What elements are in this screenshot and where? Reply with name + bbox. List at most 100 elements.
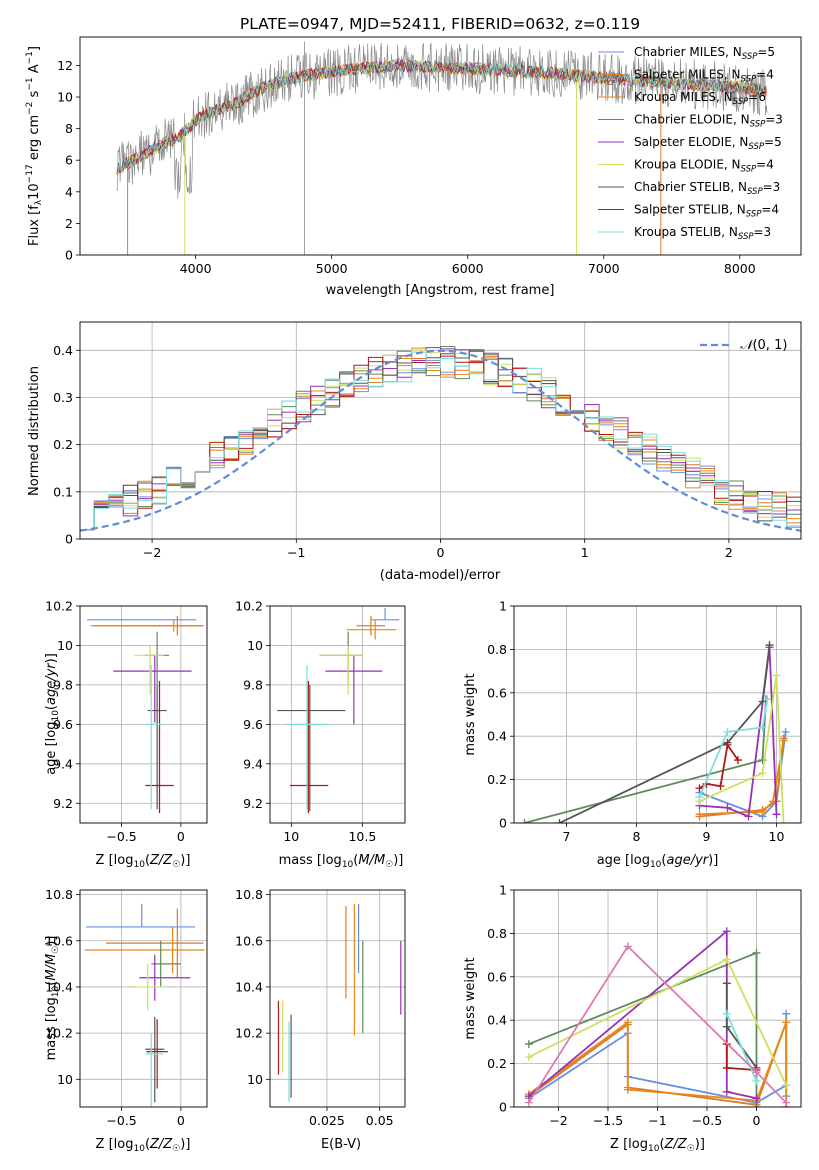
y-tick-label: 9.4 xyxy=(53,756,73,771)
age-weight-panel: 7 8 9 10 0 0.2 0.4 0.6 0.8 1 age [log10(age/yr)] ma… xyxy=(463,599,802,870)
y-tick-label: 10 xyxy=(57,1072,73,1087)
y-tick-label: 9.2 xyxy=(53,796,73,811)
mass-weight-marker xyxy=(779,736,788,745)
x-tick-label: 2 xyxy=(725,545,733,560)
y-tick-label: 9.6 xyxy=(53,717,73,732)
y-tick-label: 0.2 xyxy=(487,772,507,787)
x-tick-label: 0 xyxy=(437,545,445,560)
mass-weight-line xyxy=(528,945,787,1104)
legend-entry: Chabrier MILES, NSSP=5 xyxy=(634,45,775,62)
y-axis-label: mass weight xyxy=(463,957,478,1039)
y-tick-label: 0.1 xyxy=(53,484,73,499)
axes-frame xyxy=(79,36,802,256)
mass-weight-marker xyxy=(623,1085,632,1094)
y-tick-label: 0 xyxy=(499,816,507,831)
mass-weight-marker xyxy=(722,1009,731,1018)
mass-weight-line xyxy=(699,740,785,816)
legend-entry: Chabrier STELIB, NSSP=3 xyxy=(634,180,780,197)
mass-weight-marker xyxy=(772,810,781,819)
z-age-panel: −0.5 0 9.2 9.4 9.6 9.8 10 10.2 Z [log10(Z/Z☉)] ag… xyxy=(44,599,208,870)
x-tick-label: −0.5 xyxy=(106,829,136,844)
x-tick-label: −0.5 xyxy=(106,1113,136,1128)
x-axis-label: mass [log10(M/M☉)] xyxy=(279,853,404,870)
y-axis-label: Normed distribution xyxy=(27,366,42,496)
x-tick-label: 0 xyxy=(177,829,185,844)
mass-weight-marker xyxy=(752,1103,761,1107)
mass-weight-marker xyxy=(524,1098,533,1107)
plot-area xyxy=(524,927,791,1107)
mass-weight-marker xyxy=(722,955,731,964)
y-tick-label: 10 xyxy=(247,638,263,653)
y-tick-label: 0.8 xyxy=(487,642,507,657)
y-tick-label: 10.2 xyxy=(45,599,73,614)
y-tick-label: 12 xyxy=(57,58,73,73)
plot-area xyxy=(277,607,400,814)
mass-weight-marker xyxy=(695,810,704,819)
x-tick-label: 8 xyxy=(633,829,641,844)
y-tick-label: 0.6 xyxy=(487,685,507,700)
mass-weight-marker xyxy=(734,756,742,765)
y-axis-label: Flux [fλ10−17 erg cm−2 s−1 A−1] xyxy=(25,46,44,246)
mass-weight-line xyxy=(699,674,785,823)
x-axis-label: wavelength [Angstrom, rest frame] xyxy=(326,283,555,298)
x-tick-label: 6000 xyxy=(452,261,484,276)
x-tick-label: 1 xyxy=(581,545,589,560)
y-tick-label: 0.4 xyxy=(487,729,507,744)
mass-weight-marker xyxy=(723,803,732,812)
mass-weight-marker xyxy=(752,1094,761,1103)
legend-entry: Salpeter MILES, NSSP=4 xyxy=(634,68,774,85)
y-tick-label: 10.2 xyxy=(45,1026,73,1041)
axes-frame xyxy=(79,605,208,824)
mass-weight-line xyxy=(698,699,769,798)
mass-weight-marker xyxy=(744,812,753,821)
x-tick-label: −0.5 xyxy=(692,1113,722,1128)
x-tick-label: 5000 xyxy=(316,261,348,276)
x-axis-label: Z [log10(Z/Z☉)] xyxy=(96,853,191,870)
plot-area xyxy=(520,641,790,823)
mass-weight-marker xyxy=(782,1081,791,1090)
plot-area xyxy=(84,903,205,1107)
x-tick-label: −1.5 xyxy=(593,1113,623,1128)
axes-frame xyxy=(269,889,406,1108)
y-tick-label: 9.2 xyxy=(243,796,263,811)
x-tick-label: −2 xyxy=(143,545,161,560)
z-weight-panel: −2 −1.5 −1 −0.5 0 0 0.2 0.4 0.6 0.8 1 Z [log10(Z/Z☉… xyxy=(463,883,802,1154)
y-tick-label: 10.8 xyxy=(45,887,73,902)
mass-weight-line xyxy=(725,1013,758,1082)
plot-area xyxy=(277,903,402,1103)
mass-weight-marker xyxy=(623,942,632,951)
mass-weight-line xyxy=(528,1021,788,1107)
mass-weight-marker xyxy=(752,1068,761,1077)
y-tick-label: 8 xyxy=(65,121,73,136)
x-tick-label: −2 xyxy=(549,1113,567,1128)
x-axis-label: age [log10(age/yr)] xyxy=(597,853,719,870)
mass-weight-marker xyxy=(695,792,704,801)
mass-weight-marker xyxy=(758,723,767,732)
legend-entry: Chabrier ELODIE, NSSP=3 xyxy=(634,113,783,130)
y-tick-label: 9.6 xyxy=(243,717,263,732)
mass-weight-marker xyxy=(722,1022,731,1031)
x-tick-label: 0 xyxy=(752,1113,760,1128)
y-tick-label: 9.8 xyxy=(53,677,73,692)
x-tick-label: −1 xyxy=(287,545,305,560)
y-tick-label: 0 xyxy=(499,1100,507,1115)
mass-weight-marker xyxy=(752,1076,761,1085)
legend-entry: Kroupa MILES, NSSP=6 xyxy=(634,90,766,107)
mass-weight-marker xyxy=(722,979,731,988)
y-tick-label: 10.4 xyxy=(235,979,263,994)
residual-panel: −2 −1 0 1 2 0 0.1 0.2 0.3 0.4 𝒩(0, 1) (data-model)/… xyxy=(27,321,802,583)
x-axis-label: Z [log10(Z/Z☉)] xyxy=(610,1137,705,1154)
x-tick-label: 4000 xyxy=(180,261,212,276)
x-tick-label: 8000 xyxy=(724,261,756,276)
y-tick-label: 0.4 xyxy=(53,343,73,358)
legend-entry: Kroupa STELIB, NSSP=3 xyxy=(634,225,771,242)
x-tick-label: 10 xyxy=(769,829,785,844)
y-tick-label: 1 xyxy=(499,883,507,898)
legend-entry: Salpeter STELIB, NSSP=4 xyxy=(634,203,779,220)
mass-weight-marker xyxy=(723,740,732,749)
plot-area xyxy=(80,346,801,532)
y-tick-label: 10 xyxy=(247,1072,263,1087)
legend-entry: Kroupa ELODIE, NSSP=4 xyxy=(634,158,774,175)
mass-weight-line xyxy=(528,930,757,1100)
x-tick-label: 10 xyxy=(283,829,299,844)
